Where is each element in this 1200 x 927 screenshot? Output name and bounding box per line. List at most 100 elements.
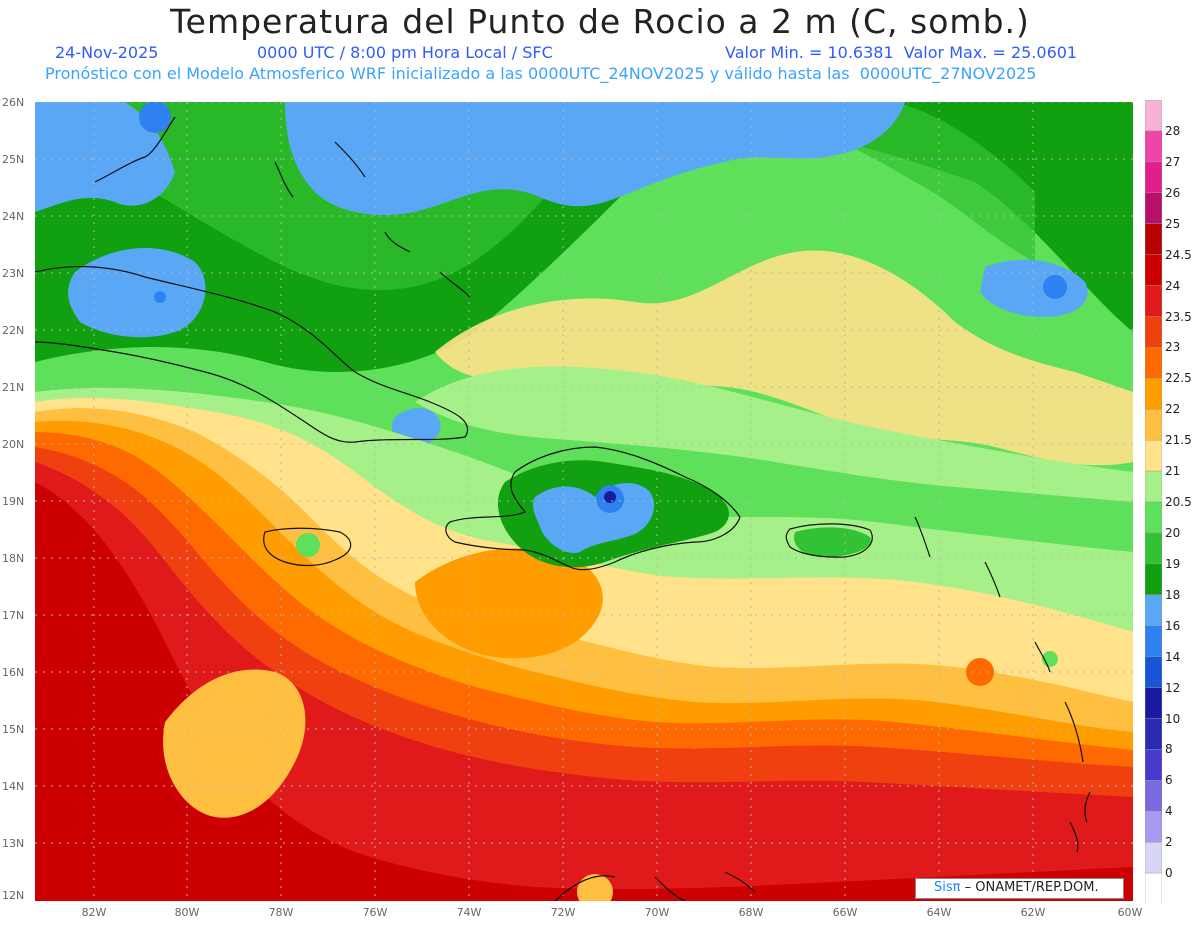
gulf-deep-blue — [139, 102, 171, 133]
sispi-brand: Sisπ — [934, 880, 961, 895]
colorbar — [1145, 100, 1162, 904]
colorbar-label: 20.5 — [1165, 495, 1192, 509]
lat-label: 18N — [2, 552, 25, 565]
colorbar-swatch — [1145, 594, 1162, 627]
lon-label: 78W — [268, 906, 294, 919]
colorbar-swatch — [1145, 192, 1162, 225]
puerto-rico-green — [794, 527, 871, 557]
colorbar-swatch — [1145, 687, 1162, 720]
cuba-coast — [35, 265, 469, 443]
logo-text: – ONAMET/REP.DOM. — [960, 880, 1099, 895]
lat-label: 17N — [2, 609, 25, 622]
colorbar-label: 19 — [1165, 556, 1181, 571]
colorbar-swatch — [1145, 470, 1162, 503]
colorbar-swatch — [1145, 408, 1162, 441]
central-light-green-band — [415, 366, 1133, 502]
florida-coast — [94, 116, 176, 183]
lon-label: 82W — [81, 906, 107, 919]
lat-label: 21N — [2, 381, 25, 394]
lon-label: 72W — [550, 906, 576, 919]
lat-label: 20N — [2, 438, 25, 451]
colorbar-swatch — [1145, 223, 1162, 256]
lon-label: 68W — [738, 906, 764, 919]
lon-label: 74W — [456, 906, 482, 919]
ne-deep-blue — [1043, 275, 1067, 299]
colorbar-swatch — [1145, 254, 1162, 287]
colorbar-label: 21.5 — [1165, 433, 1192, 448]
colorbar-label: 22.5 — [1165, 371, 1192, 386]
colorbar-swatch — [1145, 316, 1162, 349]
colorbar-label: 21 — [1165, 464, 1181, 479]
central-orange-tongue — [415, 548, 603, 659]
colorbar-label: 18 — [1165, 587, 1181, 602]
ne-blue-area — [980, 259, 1088, 317]
colorbar-label: 28 — [1165, 123, 1181, 138]
colorbar-label: 6 — [1165, 773, 1173, 788]
hispaniola-coast — [445, 446, 741, 571]
caribbean-orange-tongue — [163, 669, 306, 818]
colorbar-label: 22 — [1165, 402, 1181, 417]
west-blue-area — [68, 248, 206, 338]
lon-label: 70W — [644, 906, 670, 919]
lat-label: 22N — [2, 324, 25, 337]
colorbar-swatch — [1145, 130, 1162, 163]
colorbar-label: 2 — [1165, 835, 1173, 850]
colorbar-label: 4 — [1165, 804, 1173, 819]
colorbar-label: 25 — [1165, 216, 1181, 231]
colorbar-label: 27 — [1165, 154, 1181, 169]
colorbar-swatch — [1145, 100, 1162, 132]
hispaniola-min-core — [604, 491, 616, 503]
colorbar-swatch — [1145, 872, 1162, 904]
colorbar-label: 23 — [1165, 340, 1181, 355]
colorbar-swatch — [1145, 780, 1162, 812]
lat-label: 19N — [2, 495, 25, 508]
lon-label: 62W — [1020, 906, 1046, 919]
coastlines — [35, 116, 1091, 901]
puerto-rico-coast — [785, 523, 873, 558]
bahamas-islands — [274, 141, 471, 298]
jamaica-green — [296, 533, 320, 557]
colorbar-label: 24 — [1165, 278, 1181, 293]
lat-label: 26N — [2, 96, 25, 109]
gulf-blue-area — [35, 102, 175, 212]
colorbar-swatch — [1145, 347, 1162, 380]
colorbar-swatch — [1145, 749, 1162, 782]
colorbar-label: 10 — [1165, 711, 1181, 726]
north-green-band-mid — [35, 102, 1035, 291]
forecast-date: 24-Nov-2025 — [55, 43, 159, 62]
colorbar-swatch — [1145, 501, 1162, 534]
central-pale-yellow-band — [435, 250, 1133, 466]
jamaica-coast — [263, 527, 352, 567]
lat-label: 15N — [2, 723, 25, 736]
lat-label: 23N — [2, 267, 25, 280]
colorbar-swatch — [1145, 161, 1162, 194]
colorbar-swatch — [1145, 625, 1162, 658]
colorbar-swatch — [1145, 378, 1162, 410]
lat-label: 25N — [2, 153, 25, 166]
colorbar-swatch — [1145, 532, 1162, 565]
colorbar-swatch — [1145, 718, 1162, 751]
colorbar-label: 23.5 — [1165, 309, 1192, 324]
colorbar-label: 20 — [1165, 525, 1181, 540]
colorbar-swatch — [1145, 439, 1162, 472]
min-max-values: Valor Min. = 10.6381 Valor Max. = 25.060… — [725, 43, 1078, 62]
lat-label: 24N — [2, 210, 25, 223]
lon-label: 80W — [174, 906, 200, 919]
lon-label: 66W — [832, 906, 858, 919]
south-deep-red-band — [35, 462, 1133, 901]
lat-label: 16N — [2, 666, 25, 679]
lesser-antilles-islands — [914, 516, 1091, 853]
colorbar-label: 24.5 — [1165, 247, 1192, 262]
colorbar-swatch — [1145, 563, 1162, 596]
lon-label: 76W — [362, 906, 388, 919]
venezuela-coast — [554, 871, 756, 901]
colorbar-swatch — [1145, 841, 1162, 874]
lat-label: 14N — [2, 780, 25, 793]
graticule — [35, 102, 1133, 901]
dewpoint-map — [35, 102, 1133, 901]
onamet-logo: Sisπ – ONAMET/REP.DOM. — [915, 878, 1124, 899]
colorbar-label: 0 — [1165, 866, 1173, 881]
colorbar-label: 8 — [1165, 742, 1173, 757]
colorbar-label: 14 — [1165, 649, 1181, 664]
map-title: Temperatura del Punto de Rocio a 2 m (C,… — [170, 2, 1030, 41]
